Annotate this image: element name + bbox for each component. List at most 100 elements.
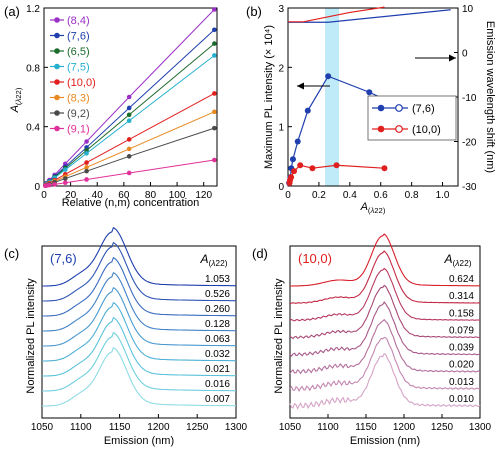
- panel-a-legend-label: (8,4): [67, 15, 90, 27]
- panel-b-point: [297, 162, 304, 169]
- panel-a-point: [126, 146, 132, 152]
- panel-c-legend-title: A(λ22): [199, 252, 227, 268]
- panel-a-point: [84, 177, 89, 182]
- panel-b-ylabel-right: Emission wavelength shift (nm): [484, 21, 496, 173]
- panel-a-point: [84, 168, 89, 174]
- panel-c-spectrum: [42, 301, 236, 362]
- panel-c-label: (c): [4, 246, 19, 261]
- panel-d-spectrum: [290, 233, 480, 287]
- panel-a-point: [126, 105, 132, 111]
- panel-c-xtick-label: 1100: [70, 422, 92, 433]
- panel-b-ytick-right-label: 0: [462, 49, 468, 60]
- panel-d-spectrum: [289, 301, 481, 357]
- panel-a-point: [126, 112, 132, 118]
- panel-a-point: [84, 139, 89, 144]
- panel-c: (c) (7,6) A(λ22) 1050 1100 1150 1200 1250 1300 Em…: [4, 226, 248, 447]
- panel-a-legend-label: (9,2): [67, 108, 90, 120]
- panel-a-point: [52, 182, 57, 187]
- panel-c-series-label: 0.032: [205, 349, 230, 360]
- panel-d-frame: [289, 245, 481, 419]
- panel-b-ytick-right-label: -20: [462, 138, 477, 149]
- panel-b-xtick-label: 0.6: [374, 190, 388, 201]
- panel-b-point: [381, 165, 388, 172]
- panel-c-series-label: 0.007: [205, 394, 230, 405]
- panel-b-legend: (7,6) (10,0): [367, 95, 457, 141]
- panel-c-spectrum: [42, 226, 236, 287]
- panel-b-legend-marker-open: [395, 125, 403, 133]
- panel-a-label: (a): [4, 4, 20, 19]
- panel-d-series-label: 0.039: [449, 343, 474, 354]
- panel-c-xtick-label: 1050: [31, 422, 54, 433]
- panel-a-legend-label: (7,6): [67, 31, 90, 43]
- panel-d-xtick-label: 1150: [355, 422, 377, 433]
- panel-c-xtick-label: 1300: [225, 422, 248, 433]
- panel-c-xlabel: Emission (nm): [104, 435, 174, 447]
- panel-b-point: [291, 168, 298, 175]
- panel-d-xtick-label: 1050: [279, 422, 302, 433]
- panel-d-series-label: 0.079: [449, 325, 474, 336]
- panel-b-xtick-label: 0.8: [405, 190, 419, 201]
- panel-c-series-label: 0.260: [205, 304, 230, 315]
- panel-d-series-label: 0.013: [449, 377, 474, 388]
- panel-a-point: [84, 160, 89, 165]
- panel-a-point: [126, 137, 132, 142]
- panel-a-series-7: (9,1): [43, 124, 217, 189]
- panel-b: (b) 0 0.2 0.4 0.6 0.8 1.0 0 1 2 3 -30 -20 -10 0 10 A(λ22…: [246, 4, 496, 215]
- panel-a-point: [126, 170, 132, 176]
- panel-b-legend-marker-filled: [377, 104, 385, 112]
- panel-c-chirality-label: (7,6): [50, 251, 77, 266]
- panel-b-xtick-label: 0.2: [312, 190, 326, 201]
- panel-b-ytick-right-label: -10: [462, 93, 477, 104]
- panel-d-spectrum: [289, 352, 481, 410]
- panel-d-xtick-label: 1250: [431, 422, 454, 433]
- panel-d-spectrum: [289, 336, 481, 393]
- panel-a-xtick-label: 120: [195, 190, 212, 201]
- panel-a-point: [126, 118, 132, 124]
- panel-a-point: [212, 125, 217, 131]
- panel-b-label: (b): [246, 4, 262, 19]
- panel-a-xtick-label: 40: [92, 190, 104, 201]
- panel-a-legend-label: (8,3): [67, 93, 90, 105]
- panel-a-frame: [43, 7, 218, 187]
- panel-a-legend-label: (10,0): [67, 77, 96, 89]
- panel-a-point: [212, 53, 217, 58]
- panel-b-xlabel: A(λ22): [360, 201, 386, 215]
- panel-d-spectrum: [289, 267, 481, 322]
- panel-c-series-label: 1.053: [205, 274, 230, 285]
- panel-b-point: [304, 107, 311, 114]
- panel-b-highlight-band: [325, 8, 339, 186]
- panel-a-point: [126, 94, 132, 100]
- panel-c-series-label: 0.526: [205, 289, 230, 300]
- panel-a-legend-marker: [54, 125, 60, 132]
- panel-c-spectrum: [42, 316, 236, 377]
- panel-b-legend-marker-filled: [377, 125, 385, 133]
- panel-a-point: [84, 165, 89, 170]
- panel-a-point: [62, 167, 68, 172]
- panel-b-ytick-left-label: 2: [278, 63, 284, 74]
- panel-b-xtick-label: 0.4: [343, 190, 357, 201]
- panel-a-legend-marker: [54, 94, 60, 101]
- panel-d-xtick-label: 1100: [317, 422, 339, 433]
- panel-b-ytick-right-label: 10: [462, 4, 474, 15]
- panel-c-series-label: 0.063: [205, 334, 230, 345]
- panel-a-legend-label: (6,5): [67, 46, 90, 58]
- panel-d-xlabel: Emission (nm): [350, 435, 420, 447]
- panel-a-legend-marker: [54, 48, 60, 54]
- panel-b-point: [309, 165, 316, 172]
- panel-c-frame: [41, 245, 237, 419]
- panel-a-ytick-label: 0.8: [26, 63, 40, 74]
- panel-a-xlabel: Relative (n,m) concentration: [62, 197, 200, 209]
- panel-d-spectrum: [289, 284, 481, 340]
- panel-b-point: [325, 73, 332, 80]
- panel-a-point: [212, 7, 217, 12]
- panel-d-series-label: 0.010: [449, 394, 474, 405]
- panel-c-spectrum: [42, 241, 236, 302]
- panel-b-legend-box: [367, 95, 457, 141]
- panel-a-legend-marker: [54, 32, 60, 39]
- panel-b-point: [288, 174, 295, 181]
- panel-c-spectrum: [42, 331, 236, 392]
- panel-d-spectrum: [289, 318, 481, 375]
- panel-b-ytick-right-label: -30: [462, 182, 477, 193]
- panel-a-ytick-label: 0: [34, 182, 40, 193]
